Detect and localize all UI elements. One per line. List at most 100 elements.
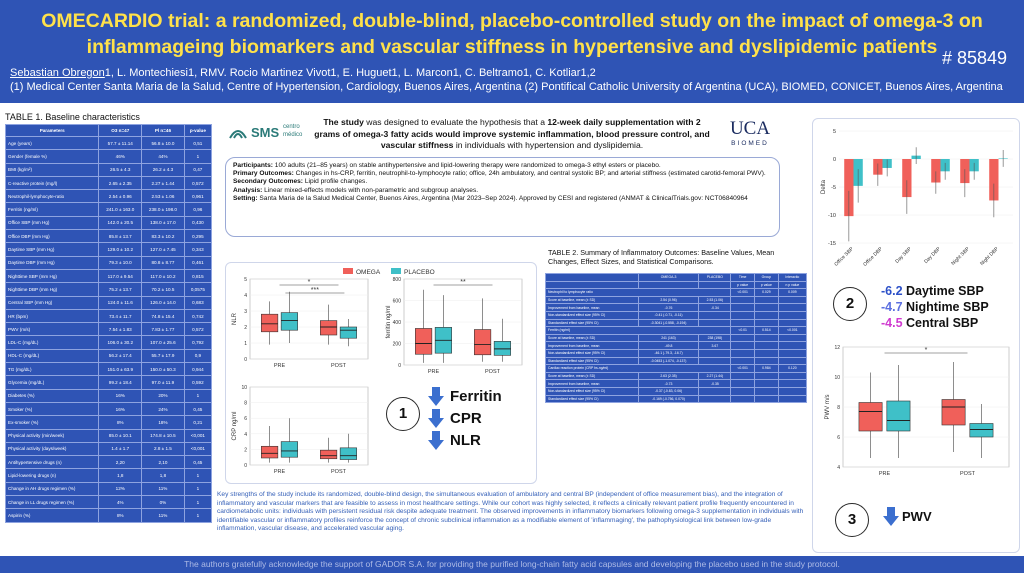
y-tick-label: 4 (837, 465, 840, 471)
arrow-ferritin: Ferritin (428, 387, 538, 409)
title-line-2: inflammageing biomarkers and vascular st… (86, 36, 938, 58)
table1-panel: TABLE 1. Baseline characteristics Parame… (4, 112, 213, 556)
table1-row: Lipid-lowering drugs (n) 1,8 1,8 1 (4, 468, 213, 483)
table1-row: Age (years) 57.7 ± 11.14 56.8 ± 10.0 0,51 (4, 135, 213, 151)
uca-logo: UCA BIOMED (710, 118, 790, 154)
pwv-result-label: PWV (902, 509, 932, 524)
down-arrow-icon (883, 507, 899, 526)
significance-label: *** (311, 287, 319, 294)
table1-row: Daytime SBP (mm Hg) 129.0 ± 10.2 127.0 ± 7… (4, 242, 213, 257)
y-tick-label: 3 (244, 309, 247, 315)
table2-cell (754, 386, 779, 396)
table2-cell (777, 333, 808, 343)
y-axis-label: NLR (232, 312, 238, 325)
table1-cell: 1 (183, 481, 213, 497)
omega-bar (844, 159, 854, 217)
table2-row: Score at baseline, mean (± SD) 241 (163) 2… (545, 333, 808, 343)
table1-cell: 7.83 ± 1.77 (141, 322, 185, 337)
legend-omega-swatch (343, 268, 353, 274)
table2-cell: p value (754, 280, 779, 290)
bp-nighttime: -4.7 Nightime SBP (881, 300, 989, 314)
table1-cell: 124.0 ± 11.6 (98, 295, 143, 310)
placebo-box (969, 423, 994, 438)
table1-cell: Neutrophil-lymphocyte-ratio (4, 189, 100, 204)
table2-cell: -0.35 (698, 379, 732, 388)
table2-cell (754, 318, 779, 328)
table2-row: Standardized effect size (95% CI) -0.0453… (545, 356, 808, 366)
table1-cell: 11% (141, 508, 185, 523)
table1-cell: <0,001 (183, 441, 213, 457)
table2-cell (545, 273, 639, 282)
table1-cell: 2,10 (141, 455, 185, 470)
table2-cell (730, 341, 755, 350)
table1-cell: 142.0 ± 20.5 (98, 215, 143, 231)
table1-cell: Nighttime DBP (mm Hg) (4, 282, 100, 297)
table2-cell: Improvement from baseline, mean (545, 303, 639, 312)
y-tick-label: 0 (244, 357, 247, 363)
result-marker-2: 2 (833, 287, 867, 321)
x-tick-label: PRE (428, 369, 440, 375)
summary-setting: Setting: Santa Maria de la Salud Medical… (233, 194, 748, 202)
other-authors: 1, L. Montechiesi1, RMV. Rocio Martinez … (104, 67, 596, 79)
arrow-nlr: NLR (428, 431, 538, 453)
table1-cell: BMI (kg/m²) (4, 162, 100, 177)
placebo-box (339, 326, 357, 339)
study-lead: The study (323, 117, 364, 127)
table1-row: Office SBP (mm Hg) 142.0 ± 20.5 138.0 ± 17… (4, 215, 213, 231)
y-tick-label: -10 (828, 213, 836, 219)
omega-box (858, 402, 883, 432)
table2-row: Non-standardized effect size (95% CI) -0.… (545, 386, 808, 396)
table2-cell: -0.76 (637, 303, 700, 312)
table2-cell: PLACEBO (698, 273, 732, 282)
table1-cell: 74.8 ± 15.4 (141, 308, 185, 324)
y-tick-label: 800 (393, 277, 402, 283)
table1-row: Diabetes (%) 16% 20% 1 (4, 388, 213, 403)
omega-box (261, 445, 279, 459)
study-hypothesis: The study was designed to evaluate the h… (312, 117, 712, 152)
table1-header-cell: Parameters (4, 124, 100, 137)
table1-cell: Central SBP (mm Hg) (4, 295, 100, 310)
table1-cell: 83.3 ± 10.2 (141, 229, 185, 244)
table1-cell: HDL-C (mg/dL) (4, 348, 100, 364)
table1-cell: 127.0 ± 7.45 (141, 242, 185, 257)
table1-cell: Age (years) (4, 135, 100, 151)
significance-label: ** (460, 279, 466, 286)
table2-cell (777, 310, 808, 320)
table1-cell: 97.0 ± 11.9 (141, 375, 185, 390)
table2-cell (730, 348, 755, 358)
table2-section-row: Ferritin (ng/ml) <0.01 0.514 <0.001 (544, 326, 808, 335)
arrow-cpr: CPR (428, 409, 538, 431)
table2-cell: -0.37 (-0.83, 0.06) (637, 386, 700, 396)
table1-cell: 107.0 ± 25.6 (141, 335, 185, 350)
table2-cell (754, 348, 779, 358)
y-tick-label: 4 (244, 432, 247, 438)
uca-logo-sub: BIOMED (731, 140, 769, 147)
table1-cell: Gender (female %) (4, 149, 100, 164)
table1-cell: 56.8 ± 10.0 (141, 135, 185, 151)
table2-cell (754, 371, 779, 381)
table1-row: LDL-C (mg/dL) 106.0 ± 30.2 107.0 ± 25.6 0,7… (4, 335, 213, 350)
uca-logo-text: UCA (729, 118, 771, 139)
table1-cell: 2.65 ± 2.35 (98, 175, 143, 191)
legend-placebo-label: PLACEBO (404, 269, 435, 276)
table2-cell: 2.63 (2.35) (637, 371, 700, 381)
x-tick-label: POST (485, 369, 501, 375)
table1-cell: 7.54 ± 1.83 (98, 322, 143, 337)
table2-cell: Improvement from baseline, mean (545, 379, 639, 388)
omega-box (320, 320, 338, 336)
table1-cell: Glycemia (mg/dL) (4, 375, 100, 390)
table2-cell: Improvement from baseline, mean (545, 341, 639, 350)
summary-analysis: Analysis: Linear mixed-effects models wi… (233, 186, 479, 194)
y-tick-label: 200 (393, 342, 402, 348)
table2-cell (730, 379, 755, 388)
table1-row: Nighttime SBP (mm Hg) 117.0 ± 9.54 117.0 ±… (4, 268, 213, 284)
table2-cell: Non-standardized effect size (95% CI) (545, 386, 639, 396)
table2-cell (754, 379, 779, 388)
table2-cell (730, 333, 755, 343)
x-tick-label: POST (331, 469, 347, 475)
table1-row: Aspirin (%) 8% 11% 1 (4, 508, 213, 523)
table2-cell (777, 394, 808, 404)
table1-cell: 0,295 (183, 229, 213, 244)
key-strengths: Key strengths of the study include its r… (217, 491, 804, 533)
table1-cell: <0,001 (183, 428, 213, 443)
